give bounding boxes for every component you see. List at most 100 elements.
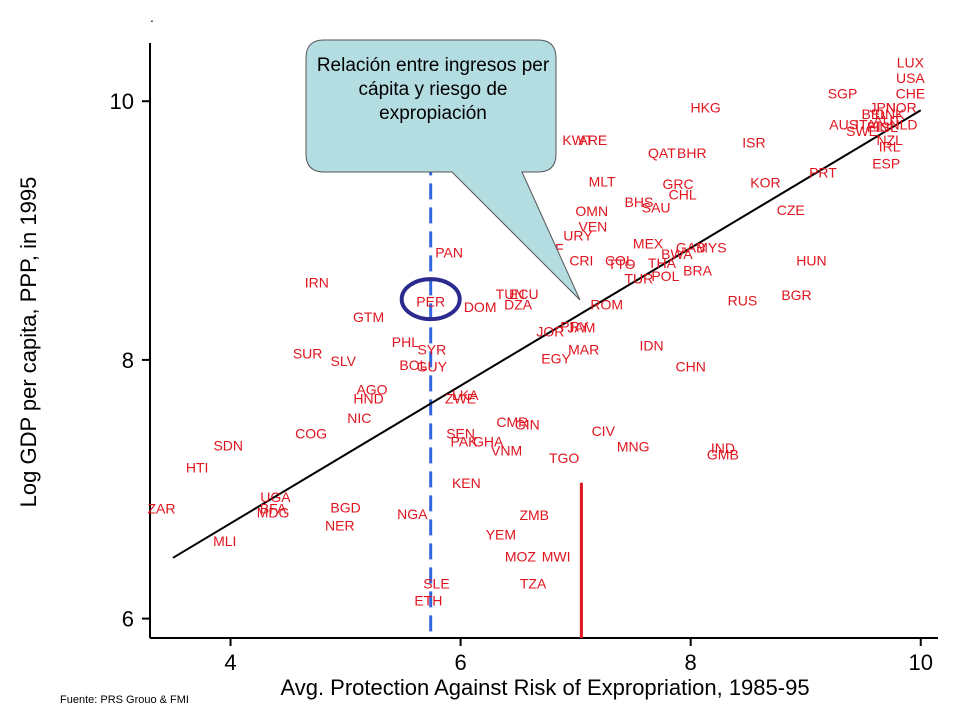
point-label-syr: SYR <box>417 342 446 358</box>
point-label-pol: POL <box>651 268 679 284</box>
point-label-lux: LUX <box>897 54 925 70</box>
point-label-ury: URY <box>563 228 593 244</box>
point-label-irl: IRL <box>879 138 901 154</box>
point-label-hti: HTI <box>186 459 209 475</box>
point-label-mex: MEX <box>633 235 664 251</box>
x-tick-label-4: 4 <box>224 650 236 675</box>
point-label-nld: NLD <box>889 116 917 132</box>
point-label-phl: PHL <box>392 334 419 350</box>
point-label-bgr: BGR <box>781 287 811 303</box>
point-label-sur: SUR <box>293 345 323 361</box>
callout-bubble <box>305 39 581 301</box>
point-label-idn: IDN <box>639 338 663 354</box>
point-label-ago: AGO <box>356 382 387 398</box>
point-label-cri: CRI <box>569 252 593 268</box>
point-label-gmb: GMB <box>707 446 739 462</box>
point-label-bel: BEL <box>861 106 888 122</box>
point-label-omn: OMN <box>575 203 608 219</box>
point-label-tha: THA <box>648 255 677 271</box>
callout-text: Relación entre ingresos per cápita y rie… <box>316 55 550 124</box>
point-label-hun: HUN <box>796 252 826 268</box>
y-tick-label-10: 10 <box>110 89 134 114</box>
point-label-chl: CHL <box>669 186 697 202</box>
point-label-jam: JAM <box>567 320 595 336</box>
stray-mark: . <box>150 9 154 25</box>
point-label-tto: TTO <box>608 256 636 272</box>
point-label-che: CHE <box>896 85 926 101</box>
point-label-yem: YEM <box>486 527 516 543</box>
point-label-dza: DZA <box>504 296 533 312</box>
point-label-hnd: HND <box>353 391 383 407</box>
point-label-dom: DOM <box>464 299 497 315</box>
point-label-nzl: NZL <box>876 132 903 148</box>
point-label-irn: IRN <box>305 274 329 290</box>
point-label-tun: TUN <box>496 286 525 302</box>
point-label-usa: USA <box>896 70 925 86</box>
point-label-col: COL <box>605 252 634 268</box>
point-label-zar: ZAR <box>148 501 176 517</box>
point-label-eth: ETH <box>414 592 442 608</box>
fitted-regression-line <box>172 109 922 559</box>
point-label-cze: CZE <box>777 202 805 218</box>
point-label-kwt: KWT <box>562 132 594 148</box>
x-tick-label-8: 8 <box>685 650 697 675</box>
y-axis-title: Log GDP per capita, PPP, in 1995 <box>16 177 41 508</box>
point-label-aut: AUT <box>873 113 901 129</box>
point-label-moz: MOZ <box>505 549 537 565</box>
point-label-bra: BRA <box>683 263 712 279</box>
point-label-rom: ROM <box>590 296 623 312</box>
point-label-bwa: BWA <box>661 246 693 262</box>
point-label-guy: GUY <box>417 358 448 374</box>
callout-shape <box>305 39 581 301</box>
point-label-fin: FIN <box>867 119 890 135</box>
point-label-sgp: SGP <box>828 85 858 101</box>
point-label-isr: ISR <box>742 135 765 151</box>
point-label-bgd: BGD <box>330 499 360 515</box>
point-label-mdg: MDG <box>257 505 290 521</box>
point-label-jpn: JPN <box>870 100 896 116</box>
point-label-chn: CHN <box>675 358 705 374</box>
point-label-nor: NOR <box>886 100 917 116</box>
point-label-gab: GAB <box>676 239 706 255</box>
point-label-ken: KEN <box>452 475 481 491</box>
point-label-tgo: TGO <box>549 450 579 466</box>
point-label-rus: RUS <box>728 292 758 308</box>
point-label-mng: MNG <box>617 439 650 455</box>
point-label-zwe: ZWE <box>445 391 476 407</box>
highlight-ellipse-per <box>399 277 462 322</box>
point-label-ner: NER <box>325 517 355 533</box>
point-label-pry: PRY <box>560 318 589 334</box>
point-label-tur: TUR <box>625 270 654 286</box>
point-label-sle: SLE <box>423 576 449 592</box>
point-label-aus: AUS <box>829 116 858 132</box>
point-label-gha: GHA <box>473 433 504 449</box>
point-label-sen: SEN <box>446 426 475 442</box>
point-label-kor: KOR <box>750 175 780 191</box>
point-label-mys: MYS <box>696 239 726 255</box>
point-label-tza: TZA <box>520 576 547 592</box>
y-tick-label-8: 8 <box>122 348 134 373</box>
point-label-hkg: HKG <box>690 100 720 116</box>
point-label-cog: COG <box>295 426 327 442</box>
point-label-mwi: MWI <box>542 549 571 565</box>
point-label-sau: SAU <box>642 199 671 215</box>
point-label-egy: EGY <box>541 351 571 367</box>
point-label-esp: ESP <box>872 155 900 171</box>
point-label-uga: UGA <box>260 489 291 505</box>
x-tick-label-6: 6 <box>454 650 466 675</box>
source-note: Fuente: PRS Grouo & FMI <box>60 694 189 706</box>
point-label-mlt: MLT <box>589 173 616 189</box>
point-label-pan: PAN <box>435 245 463 261</box>
point-label-per: PER <box>416 294 445 310</box>
point-label-slv: SLV <box>331 353 357 369</box>
point-label-lka: LKA <box>452 387 479 403</box>
point-label-ind: IND <box>711 440 735 456</box>
point-label-swe: SWE <box>846 123 878 139</box>
point-label-prt: PRT <box>809 164 837 180</box>
point-label-dnk: DNK <box>875 106 905 122</box>
point-label-sdn: SDN <box>213 437 243 453</box>
point-label-nic: NIC <box>347 410 371 426</box>
point-label-nga: NGA <box>397 506 428 522</box>
